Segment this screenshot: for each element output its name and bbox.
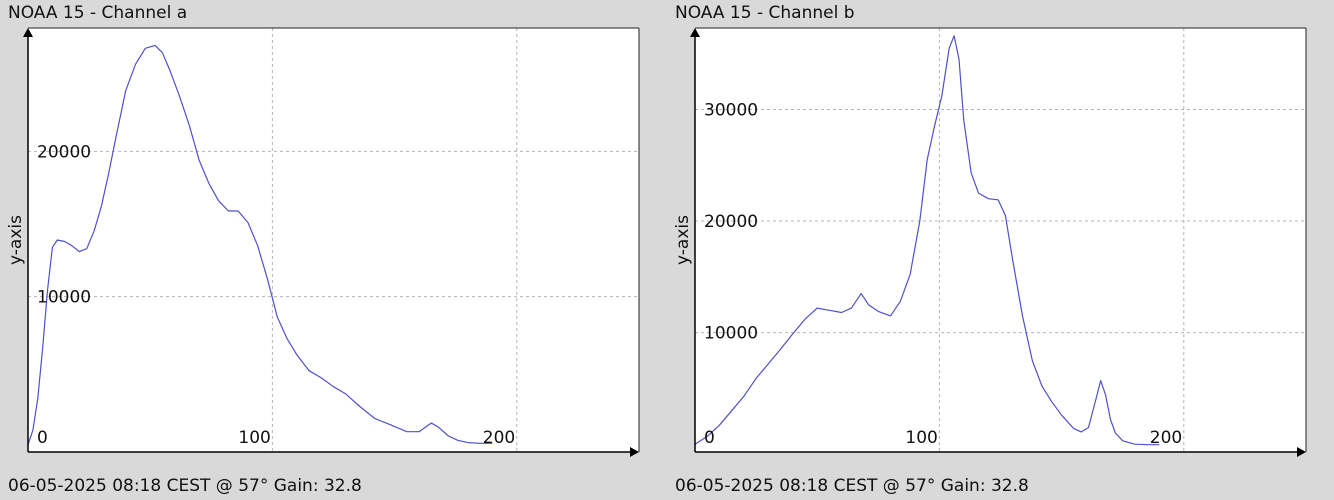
chart-plot-area: 0 100 200 10000 20000 y-axis [6,27,640,457]
x-axis-arrow [630,447,639,457]
x-tick-label: 200 [483,428,515,448]
capture-info-footer: 06-05-2025 08:18 CEST @ 57° Gain: 32.8 [8,476,362,496]
chart-panel-channel-a: NOAA 15 - Channel a 0 100 200 10000 20000 y-a… [6,3,640,496]
x-tick-label: 200 [1150,428,1182,448]
x-tick-label: 0 [37,428,48,448]
y-tick-label: 30000 [704,100,758,120]
y-tick-label: 10000 [37,288,91,308]
y-tick-label: 10000 [704,324,758,344]
x-axis-arrow [1297,447,1306,457]
chart-plot-area: 0 100 200 10000 20000 30000 y-axis [673,27,1307,457]
x-tick-label: 100 [238,428,270,448]
y-axis-label: y-axis [673,215,693,265]
chart-title: NOAA 15 - Channel b [675,3,855,23]
capture-info-footer: 06-05-2025 08:18 CEST @ 57° Gain: 32.8 [675,476,1029,496]
y-tick-label: 20000 [37,142,91,162]
x-tick-label: 0 [704,428,715,448]
y-tick-label: 20000 [704,212,758,232]
y-axis-label: y-axis [6,215,26,265]
y-axis-arrow [690,28,700,37]
plot-background [695,28,1306,452]
series-line [27,44,493,445]
plot-background [28,28,639,452]
chart-title: NOAA 15 - Channel a [8,3,188,23]
series-line [694,35,1160,446]
y-axis-arrow [23,28,33,37]
chart-panel-channel-b: NOAA 15 - Channel b 0 100 200 10000 20000 300… [667,0,1334,500]
x-tick-label: 100 [905,428,937,448]
